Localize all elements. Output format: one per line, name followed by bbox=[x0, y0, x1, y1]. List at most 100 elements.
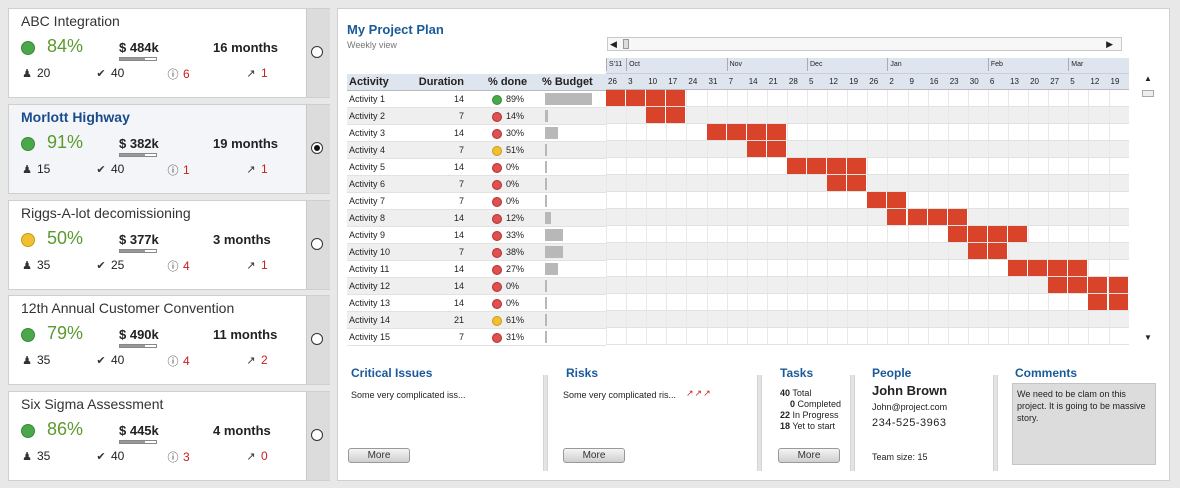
gantt-bar[interactable] bbox=[947, 226, 968, 242]
project-card[interactable]: Riggs-A-lot decomissioning 50% $ 377k 3 … bbox=[8, 200, 330, 290]
gantt-bar[interactable] bbox=[646, 90, 667, 106]
people-phone: 234-525-3963 bbox=[872, 417, 947, 429]
gantt-bar[interactable] bbox=[867, 192, 888, 208]
gantt-bar[interactable] bbox=[766, 124, 787, 140]
gantt-bar[interactable] bbox=[1108, 294, 1129, 310]
scroll-thumb[interactable] bbox=[623, 39, 629, 49]
table-row[interactable]: Activity 13 14 0% bbox=[347, 295, 606, 312]
gantt-bar[interactable] bbox=[967, 243, 988, 259]
task-total: 40 Total bbox=[780, 388, 812, 398]
table-row[interactable]: Activity 3 14 30% bbox=[347, 125, 606, 142]
table-row[interactable]: Activity 8 14 12% bbox=[347, 210, 606, 227]
gantt-row bbox=[606, 277, 1129, 294]
gantt-bar[interactable] bbox=[786, 158, 807, 174]
gantt-bar[interactable] bbox=[887, 209, 908, 225]
risks-more-button[interactable]: More bbox=[563, 448, 625, 463]
table-row[interactable]: Activity 12 14 0% bbox=[347, 278, 606, 295]
project-radio[interactable] bbox=[311, 142, 323, 154]
gantt-bar[interactable] bbox=[746, 141, 767, 157]
gantt-bar[interactable] bbox=[706, 124, 727, 140]
gantt-bar[interactable] bbox=[726, 124, 747, 140]
table-row[interactable]: Activity 15 7 31% bbox=[347, 329, 606, 346]
activity-name: Activity 9 bbox=[349, 230, 386, 240]
gantt-bar[interactable] bbox=[947, 209, 968, 225]
project-radio[interactable] bbox=[311, 429, 323, 441]
week-label: 24 bbox=[688, 77, 698, 86]
gantt-bar[interactable] bbox=[666, 107, 687, 123]
scroll-down-icon[interactable]: ▼ bbox=[1144, 333, 1152, 342]
status-dot bbox=[492, 197, 502, 207]
gantt-bar[interactable] bbox=[646, 107, 667, 123]
table-row[interactable]: Activity 7 7 0% bbox=[347, 193, 606, 210]
vertical-scrollbar[interactable]: ▲ ▼ bbox=[1141, 74, 1155, 342]
activity-name: Activity 11 bbox=[349, 264, 390, 274]
risks-title: Risks bbox=[566, 366, 599, 380]
critical-issues-more-button[interactable]: More bbox=[348, 448, 410, 463]
comments-box[interactable]: We need to be clam on this project. It i… bbox=[1012, 383, 1156, 465]
gantt-bar[interactable] bbox=[1088, 294, 1109, 310]
scroll-left-icon[interactable]: ◀ bbox=[610, 39, 617, 49]
timeline-scrollbar[interactable]: ◀ ▶ bbox=[607, 37, 1122, 51]
people-email[interactable]: John@project.com bbox=[872, 402, 948, 412]
project-radio[interactable] bbox=[311, 238, 323, 250]
risks-stat: ↗ 2 bbox=[246, 353, 268, 367]
gantt-bar[interactable] bbox=[827, 158, 848, 174]
gantt-bar[interactable] bbox=[1028, 260, 1049, 276]
gantt-bar[interactable] bbox=[1068, 277, 1089, 293]
activity-name: Activity 1 bbox=[349, 94, 386, 104]
table-row[interactable]: Activity 10 7 38% bbox=[347, 244, 606, 261]
gantt-bar[interactable] bbox=[827, 175, 848, 191]
gantt-bar[interactable] bbox=[1008, 260, 1029, 276]
project-card[interactable]: 12th Annual Customer Convention 79% $ 49… bbox=[8, 295, 330, 385]
gantt-bar[interactable] bbox=[1008, 226, 1029, 242]
gantt-bar[interactable] bbox=[666, 90, 687, 106]
gantt-bar[interactable] bbox=[626, 90, 647, 106]
table-row[interactable]: Activity 4 7 51% bbox=[347, 142, 606, 159]
scroll-up-icon[interactable]: ▲ bbox=[1144, 74, 1152, 83]
activity-pct-done: 0% bbox=[506, 281, 520, 291]
gantt-bar[interactable] bbox=[1088, 277, 1109, 293]
gantt-bar[interactable] bbox=[987, 226, 1008, 242]
gantt-bar[interactable] bbox=[847, 158, 868, 174]
project-radio[interactable] bbox=[311, 333, 323, 345]
table-row[interactable]: Activity 6 7 0% bbox=[347, 176, 606, 193]
gantt-bar[interactable] bbox=[746, 124, 767, 140]
gantt-bar[interactable] bbox=[1048, 277, 1069, 293]
scroll-right-icon[interactable]: ▶ bbox=[1106, 39, 1113, 49]
week-label: 3 bbox=[628, 77, 633, 86]
gantt-bar[interactable] bbox=[1048, 260, 1069, 276]
gantt-bar[interactable] bbox=[847, 175, 868, 191]
table-row[interactable]: Activity 14 21 61% bbox=[347, 312, 606, 329]
budget-bar bbox=[545, 212, 552, 224]
activity-pct-done: 31% bbox=[506, 332, 525, 342]
gantt-bar[interactable] bbox=[1108, 277, 1129, 293]
month-label: Oct bbox=[626, 58, 640, 71]
gantt-bar[interactable] bbox=[807, 158, 828, 174]
project-card[interactable]: Morlott Highway 91% $ 382k 19 months ♟ 15… bbox=[8, 104, 330, 194]
gantt-chart: S'11 Oct Nov Dec Jan Feb Mar 26 3 10 17 24 31 7 14 21 2… bbox=[606, 58, 1129, 345]
activity-name: Activity 7 bbox=[349, 196, 386, 206]
table-row[interactable]: Activity 5 14 0% bbox=[347, 159, 606, 176]
gantt-bar[interactable] bbox=[766, 141, 787, 157]
table-row[interactable]: Activity 9 14 33% bbox=[347, 227, 606, 244]
project-card[interactable]: ABC Integration 84% $ 484k 16 months ♟ 20… bbox=[8, 8, 330, 98]
gantt-bar[interactable] bbox=[967, 226, 988, 242]
issues-stat: ⓘ 4 bbox=[167, 259, 190, 273]
gantt-bar[interactable] bbox=[887, 192, 908, 208]
project-duration: 11 months bbox=[213, 327, 278, 342]
table-row[interactable]: Activity 1 14 89% bbox=[347, 91, 606, 108]
project-radio[interactable] bbox=[311, 46, 323, 58]
scroll-thumb[interactable] bbox=[1142, 90, 1154, 97]
table-row[interactable]: Activity 2 7 14% bbox=[347, 108, 606, 125]
gantt-bar[interactable] bbox=[987, 243, 1008, 259]
activity-pct-done: 51% bbox=[506, 145, 525, 155]
lightning-icon: ↗ bbox=[246, 164, 256, 176]
project-budget: $ 382k bbox=[119, 136, 159, 151]
table-row[interactable]: Activity 11 14 27% bbox=[347, 261, 606, 278]
project-card[interactable]: Six Sigma Assessment 86% $ 445k 4 months… bbox=[8, 391, 330, 481]
tasks-more-button[interactable]: More bbox=[778, 448, 840, 463]
gantt-bar[interactable] bbox=[606, 90, 627, 106]
gantt-bar[interactable] bbox=[1068, 260, 1089, 276]
gantt-bar[interactable] bbox=[907, 209, 928, 225]
gantt-bar[interactable] bbox=[927, 209, 948, 225]
